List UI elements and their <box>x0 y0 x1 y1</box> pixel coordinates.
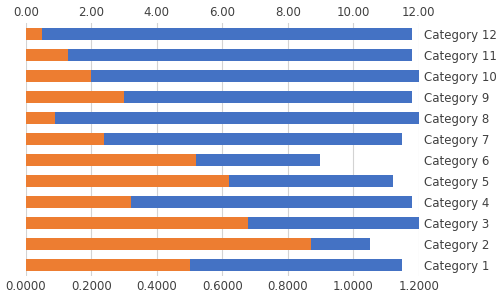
Bar <box>26 175 392 187</box>
Bar <box>26 49 411 61</box>
Bar <box>26 133 401 145</box>
Bar <box>26 217 418 229</box>
Bar <box>26 28 411 40</box>
Bar <box>26 28 42 40</box>
Bar <box>26 154 320 166</box>
Bar <box>26 196 130 208</box>
Bar <box>26 259 401 271</box>
Bar <box>26 70 91 82</box>
Bar <box>26 91 411 103</box>
Bar <box>26 154 196 166</box>
Bar <box>26 112 55 124</box>
Bar <box>26 238 310 250</box>
Bar <box>26 112 418 124</box>
Bar <box>26 217 248 229</box>
Bar <box>26 133 104 145</box>
Bar <box>26 259 189 271</box>
Bar <box>26 70 418 82</box>
Bar <box>26 175 228 187</box>
Bar <box>26 91 124 103</box>
Bar <box>26 238 369 250</box>
Bar <box>26 49 68 61</box>
Bar <box>26 196 411 208</box>
